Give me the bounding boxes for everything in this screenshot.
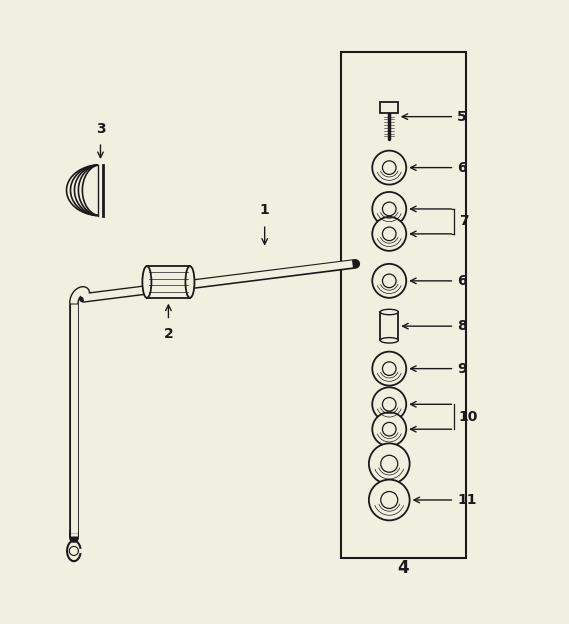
Bar [380,312,398,340]
Text: 6: 6 [457,160,467,175]
Text: 4: 4 [398,559,409,577]
Circle shape [372,352,406,386]
Bar [341,52,465,558]
Circle shape [372,192,406,226]
Text: 8: 8 [457,319,467,333]
Bar [380,102,398,113]
Circle shape [372,150,406,185]
Circle shape [381,492,398,509]
Circle shape [382,274,396,288]
Text: 6: 6 [457,274,467,288]
Text: 1: 1 [260,203,270,217]
Circle shape [382,227,396,241]
Circle shape [372,264,406,298]
Circle shape [381,456,398,472]
Circle shape [369,480,410,520]
Ellipse shape [142,266,151,298]
Text: 10: 10 [459,410,479,424]
Ellipse shape [380,310,398,314]
Circle shape [382,161,396,175]
Circle shape [382,202,396,216]
Ellipse shape [185,266,195,298]
Text: 11: 11 [457,493,477,507]
Text: 2: 2 [163,327,174,341]
Ellipse shape [380,338,398,343]
Circle shape [382,397,396,411]
Circle shape [372,217,406,251]
Bar [147,266,190,298]
Text: 5: 5 [457,110,467,124]
Text: 3: 3 [96,122,105,137]
Circle shape [382,362,396,376]
Circle shape [372,412,406,446]
Text: 9: 9 [457,362,467,376]
Circle shape [372,388,406,421]
Circle shape [369,444,410,484]
Circle shape [382,422,396,436]
Text: 7: 7 [459,215,468,228]
